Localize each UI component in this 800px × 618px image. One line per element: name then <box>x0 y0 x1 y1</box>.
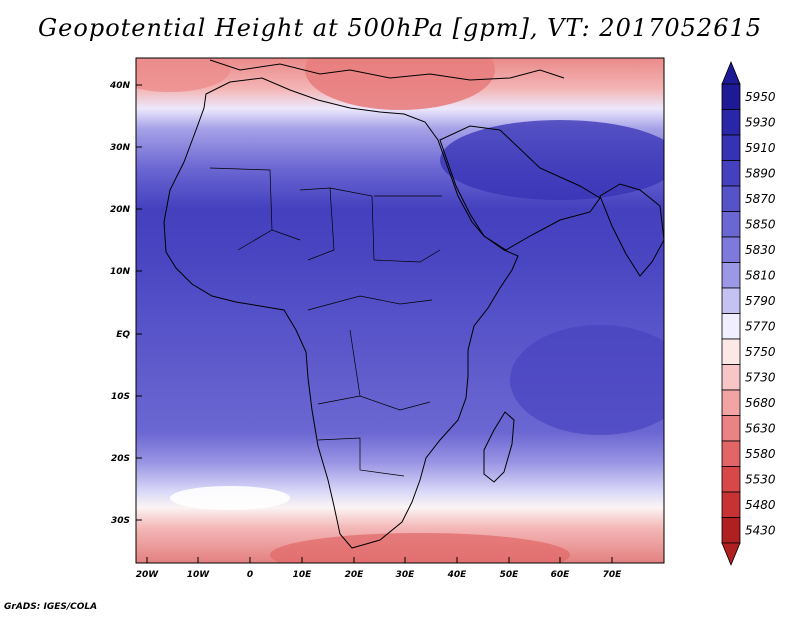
colorbar: 5950 5930 5910 5890 5870 5850 5830 5810 5790 5770… <box>721 60 776 567</box>
lon-tick-20w: 20W <box>136 557 160 580</box>
colorbar-swatch-5680 <box>721 389 741 416</box>
colorbar-label-5830: 5830 <box>745 243 776 257</box>
colorbar-label-5870: 5870 <box>745 192 776 206</box>
colorbar-arrow-top <box>721 60 741 85</box>
lon-tick-30e: 30E <box>396 557 416 580</box>
ridge-asia <box>440 120 664 200</box>
height-field <box>136 58 664 563</box>
colorbar-label-5730: 5730 <box>745 370 776 384</box>
india-outline <box>599 183 664 277</box>
lat-tick-10n: 10N <box>110 267 142 277</box>
colorbar-swatch-5770 <box>721 313 741 340</box>
map-title: Geopotential Height at 500hPa [gpm], VT:… <box>38 14 762 42</box>
lat-tick-20n: 20N <box>110 205 142 215</box>
colorbar-swatch-5910 <box>721 134 741 161</box>
lon-label-50e: 50E <box>500 570 520 580</box>
lat-label-20s: 20S <box>111 454 130 464</box>
lon-label-20w: 20W <box>136 570 160 580</box>
colorbar-label-5630: 5630 <box>745 421 776 435</box>
europe-coast <box>209 59 565 81</box>
lon-label-30e: 30E <box>396 570 416 580</box>
colorbar-swatch-5850 <box>721 211 741 238</box>
lon-label-10e: 10E <box>293 570 313 580</box>
trough-south <box>270 533 570 563</box>
colorbar-label-5770: 5770 <box>745 319 776 333</box>
colorbar-swatch-5930 <box>721 109 741 136</box>
lat-label-10n: 10N <box>110 267 131 277</box>
lon-tick-10w: 10W <box>187 557 211 580</box>
colorbar-swatch-5950 <box>721 83 741 110</box>
high-atlantic-south <box>170 486 290 510</box>
colorbar-swatch-5810 <box>721 262 741 289</box>
colorbar-swatch-5430 <box>721 517 741 544</box>
colorbar-swatch-5870 <box>721 185 741 212</box>
lon-label-0: 0 <box>247 570 253 580</box>
madagascar-outline <box>483 411 515 483</box>
colorbar-label-5580: 5580 <box>745 447 776 461</box>
lon-label-40e: 40E <box>447 570 468 580</box>
lat-label-30n: 30N <box>110 143 131 153</box>
colorbar-swatch-5750 <box>721 338 741 365</box>
lat-tick-30n: 30N <box>110 143 142 153</box>
lon-axis: 20W 10W 0 10E 20E 30E 40E 50E <box>136 557 622 580</box>
lat-tick-10s: 10S <box>111 392 142 402</box>
lat-label-30s: 30S <box>111 516 130 526</box>
lon-label-60e: 60E <box>551 570 571 580</box>
trough-west <box>136 58 230 92</box>
lat-label-40n: 40N <box>109 81 131 91</box>
lon-label-10w: 10W <box>187 570 211 580</box>
lat-tick-eq: EQ <box>116 330 142 340</box>
ridge-indian-ocean <box>510 325 664 435</box>
lat-tick-30s: 30S <box>111 516 142 526</box>
lat-tick-20s: 20S <box>111 454 142 464</box>
coastlines <box>163 59 664 549</box>
arabia-outline <box>439 125 601 251</box>
grads-credit: GrADS: IGES/COLA <box>4 602 98 612</box>
colorbar-swatch-5480 <box>721 491 741 518</box>
plot-frame <box>135 57 665 564</box>
colorbar-swatch-5580 <box>721 440 741 467</box>
colorbar-swatch-5890 <box>721 160 741 187</box>
lat-tick-40n: 40N <box>109 81 142 91</box>
lon-tick-40e: 40E <box>447 557 468 580</box>
colorbar-label-5430: 5430 <box>745 523 776 537</box>
colorbar-label-5790: 5790 <box>745 294 776 308</box>
lon-label-20e: 20E <box>345 570 365 580</box>
country-borders <box>209 167 442 477</box>
lat-axis: 40N 30N 20N 10N EQ 10S 20S 30S <box>109 81 142 526</box>
colorbar-label-5810: 5810 <box>745 268 776 282</box>
colorbar-swatch-5830 <box>721 236 741 263</box>
colorbar-swatch-5630 <box>721 415 741 442</box>
lat-label-10s: 10S <box>111 392 130 402</box>
colorbar-label-5950: 5950 <box>745 90 776 104</box>
colorbar-label-5480: 5480 <box>745 498 776 512</box>
colorbar-label-5530: 5530 <box>745 472 776 486</box>
lon-tick-20e: 20E <box>345 557 365 580</box>
africa-outline <box>163 77 519 549</box>
lon-tick-50e: 50E <box>500 557 520 580</box>
colorbar-arrow-bottom <box>721 542 741 567</box>
colorbar-label-5750: 5750 <box>745 345 776 359</box>
colorbar-label-5850: 5850 <box>745 217 776 231</box>
lat-label-20n: 20N <box>110 205 131 215</box>
colorbar-label-5930: 5930 <box>745 115 776 129</box>
lon-tick-60e: 60E <box>551 557 571 580</box>
lon-tick-10e: 10E <box>293 557 313 580</box>
colorbar-label-5680: 5680 <box>745 396 776 410</box>
trough-mediterranean <box>305 58 495 110</box>
colorbar-swatch-5730 <box>721 364 741 391</box>
lat-label-eq: EQ <box>116 330 130 340</box>
lon-label-70e: 70E <box>603 570 623 580</box>
lon-tick-0: 0 <box>247 557 253 580</box>
lon-tick-70e: 70E <box>603 557 623 580</box>
colorbar-label-5910: 5910 <box>745 141 776 155</box>
colorbar-swatch-5790 <box>721 287 741 314</box>
colorbar-swatch-5530 <box>721 466 741 493</box>
colorbar-label-5890: 5890 <box>745 166 776 180</box>
